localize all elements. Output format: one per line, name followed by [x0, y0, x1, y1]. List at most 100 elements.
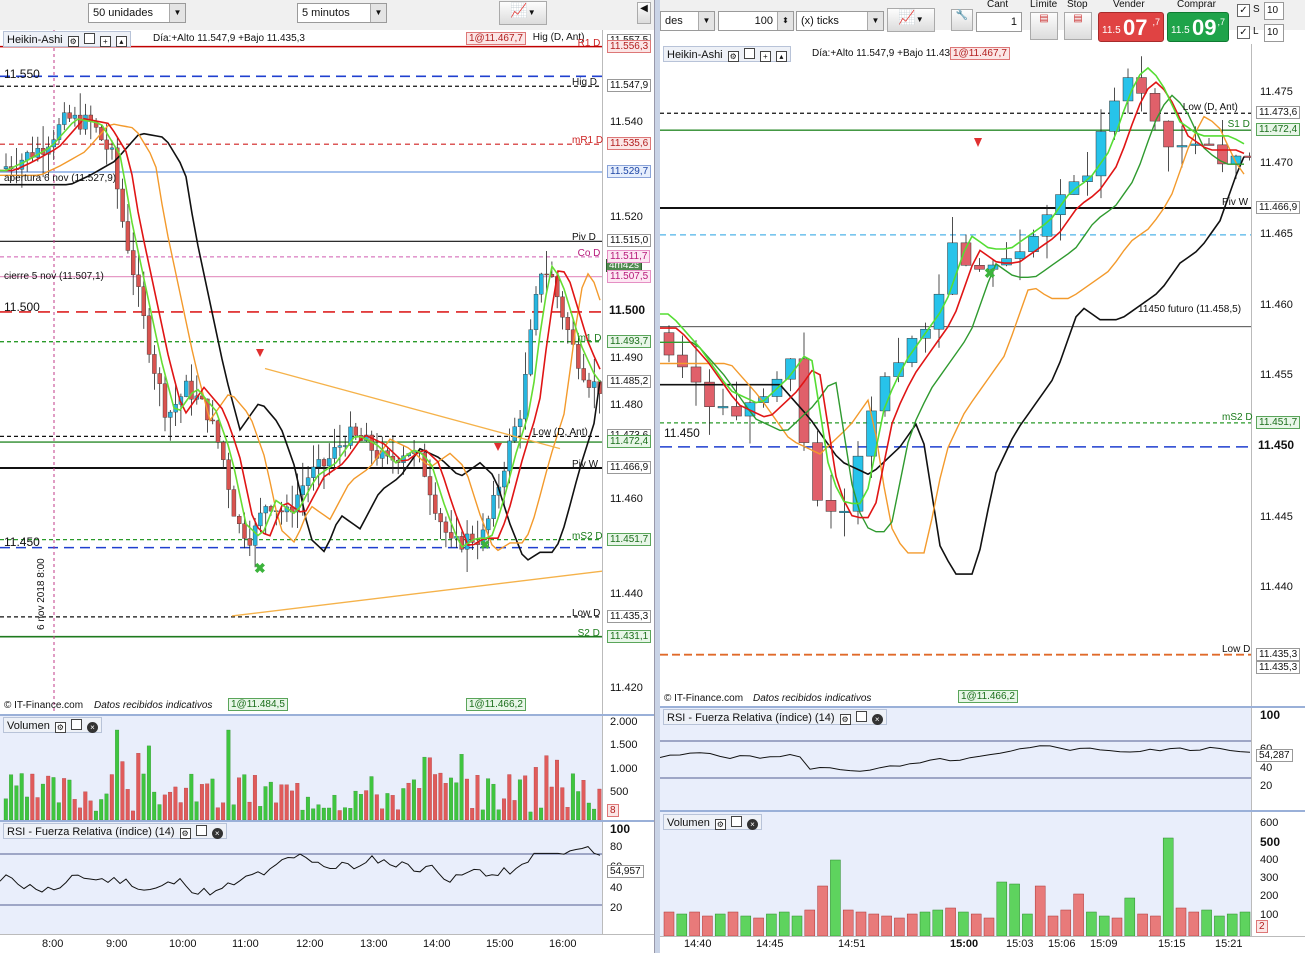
volume-bar — [1175, 907, 1187, 936]
scroll-left-button[interactable]: ◀ — [637, 2, 651, 24]
s-input[interactable]: 10 — [1264, 2, 1284, 20]
wrench-icon[interactable]: ⚙ — [727, 51, 739, 62]
candle-body — [115, 147, 120, 190]
volume-bar — [364, 790, 369, 820]
price-tag: 11.547,9 — [607, 79, 652, 93]
right-units-select[interactable]: des ▼ — [660, 11, 715, 31]
volume-bar — [502, 798, 506, 820]
volume-bar — [422, 756, 427, 820]
right-chart-type-button[interactable]: 📈▼ — [887, 8, 935, 32]
minimize-icon[interactable]: ▴ — [115, 36, 127, 47]
volume-bar — [1150, 915, 1161, 936]
trend-line-upper — [264, 367, 561, 450]
cant-input[interactable]: 1 — [976, 12, 1022, 32]
left-volume-tag: 8 — [607, 804, 619, 817]
interval-select[interactable]: 5 minutos ▼ — [297, 3, 387, 23]
maximize-icon[interactable]: + — [759, 51, 771, 62]
check-icon: ✓ — [1239, 5, 1248, 16]
window-icon[interactable] — [83, 33, 95, 44]
left-rsi-title-bar: RSI - Fuerza Relativa (índice) (14) ⚙ × — [3, 823, 227, 839]
candle-body — [502, 470, 507, 488]
x-tick: 14:45 — [756, 938, 784, 950]
candle-body — [470, 533, 475, 543]
wrench-icon[interactable]: ⚙ — [67, 36, 79, 47]
candle-body — [1095, 131, 1107, 177]
volume-bar — [1137, 913, 1148, 936]
buy-button[interactable]: 11.5 09 ,7 — [1167, 12, 1229, 42]
l-label: L — [1253, 26, 1259, 37]
level-label: Low D — [1222, 643, 1251, 655]
maximize-icon[interactable]: + — [99, 36, 111, 47]
wrench-icon[interactable]: ⚙ — [179, 828, 191, 839]
cant-value: 1 — [1010, 16, 1017, 28]
volume-bar — [411, 779, 416, 820]
left-bottom-order-tag-1[interactable]: 1@11.484,5 — [228, 698, 288, 711]
volume-bar — [1239, 911, 1251, 936]
l-checkbox[interactable]: ✓ — [1237, 26, 1250, 39]
volume-tick: 200 — [1260, 890, 1279, 902]
units-select[interactable]: 50 unidades ▼ — [88, 3, 186, 23]
right-header-order-tag[interactable]: 1@11.467,7 — [950, 47, 1010, 60]
close-icon[interactable]: × — [747, 819, 758, 830]
tools-button[interactable]: 🔧 — [951, 9, 973, 31]
left-header-order-tag[interactable]: 1@11.467,7 — [466, 32, 526, 45]
volume-bar — [958, 911, 969, 936]
window-icon[interactable] — [195, 825, 207, 836]
l-input[interactable]: 10 — [1264, 24, 1284, 42]
vertical-date-label: 6 nov 2018 8:00 — [36, 558, 47, 630]
candle-body — [576, 344, 581, 369]
volume-bar — [592, 808, 597, 820]
price-tag: 11.472,4 — [607, 435, 652, 449]
window-icon[interactable] — [730, 816, 742, 827]
ma-darkgreen — [660, 94, 1244, 533]
volume-bar — [327, 807, 332, 820]
wrench-icon[interactable]: ⚙ — [54, 722, 66, 733]
sell-button[interactable]: 11.5 07 ,7 — [1098, 12, 1164, 42]
right-volume-title-bar: Volumen ⚙ × — [663, 814, 762, 830]
price-tag: 11.507,5 — [607, 269, 652, 283]
window-icon[interactable] — [855, 711, 867, 722]
panel-splitter[interactable] — [654, 0, 660, 953]
volume-bar — [62, 778, 67, 820]
wrench-icon[interactable]: ⚙ — [714, 819, 726, 830]
volume-bar — [337, 810, 342, 820]
candle-body — [1001, 258, 1012, 266]
right-rsi-panel[interactable] — [660, 708, 1251, 810]
ticks-select[interactable]: (x) ticks ▼ — [796, 11, 884, 31]
volume-bar — [523, 775, 528, 820]
candle-body — [798, 358, 810, 443]
candle-body — [586, 379, 592, 388]
right-time-axis — [660, 936, 1305, 953]
stop-order-button[interactable]: ▤ — [1064, 12, 1092, 40]
volume-bar — [491, 783, 496, 820]
volume-bar — [454, 782, 459, 820]
chart-type-button[interactable]: 📈▼ — [499, 1, 547, 25]
candle-body — [512, 426, 517, 442]
arrow-left-icon: ◀ — [640, 3, 648, 14]
y-tick: 11.490 — [610, 352, 643, 365]
s-checkbox[interactable]: ✓ — [1237, 4, 1250, 17]
close-icon[interactable]: × — [87, 722, 98, 733]
volume-bar — [512, 800, 517, 820]
left-bottom-order-tag-2[interactable]: 1@11.466,2 — [466, 698, 526, 711]
x-tick: 14:40 — [684, 938, 712, 950]
volume-bar — [464, 778, 469, 820]
volume-bar — [459, 754, 464, 820]
minimize-icon[interactable]: ▴ — [775, 51, 787, 62]
close-icon[interactable]: × — [211, 828, 223, 839]
right-bottom-order-tag[interactable]: 1@11.466,2 — [958, 690, 1018, 703]
limit-order-button[interactable]: ▤ — [1030, 12, 1058, 40]
volume-bar — [93, 810, 98, 820]
window-icon[interactable] — [70, 719, 82, 730]
close-icon[interactable]: × — [871, 714, 883, 725]
ticks-value-input[interactable]: 100 ⬍ — [718, 11, 794, 31]
window-icon[interactable] — [743, 48, 755, 59]
x-tick: 8:00 — [42, 938, 64, 950]
price-tag: 11.466,9 — [1256, 200, 1301, 214]
volume-bar — [35, 797, 40, 820]
right-price-chart[interactable] — [660, 44, 1251, 706]
candle-body — [136, 274, 141, 287]
volume-bar — [676, 913, 688, 936]
left-rsi-panel[interactable] — [0, 822, 602, 934]
wrench-icon[interactable]: ⚙ — [839, 714, 851, 725]
